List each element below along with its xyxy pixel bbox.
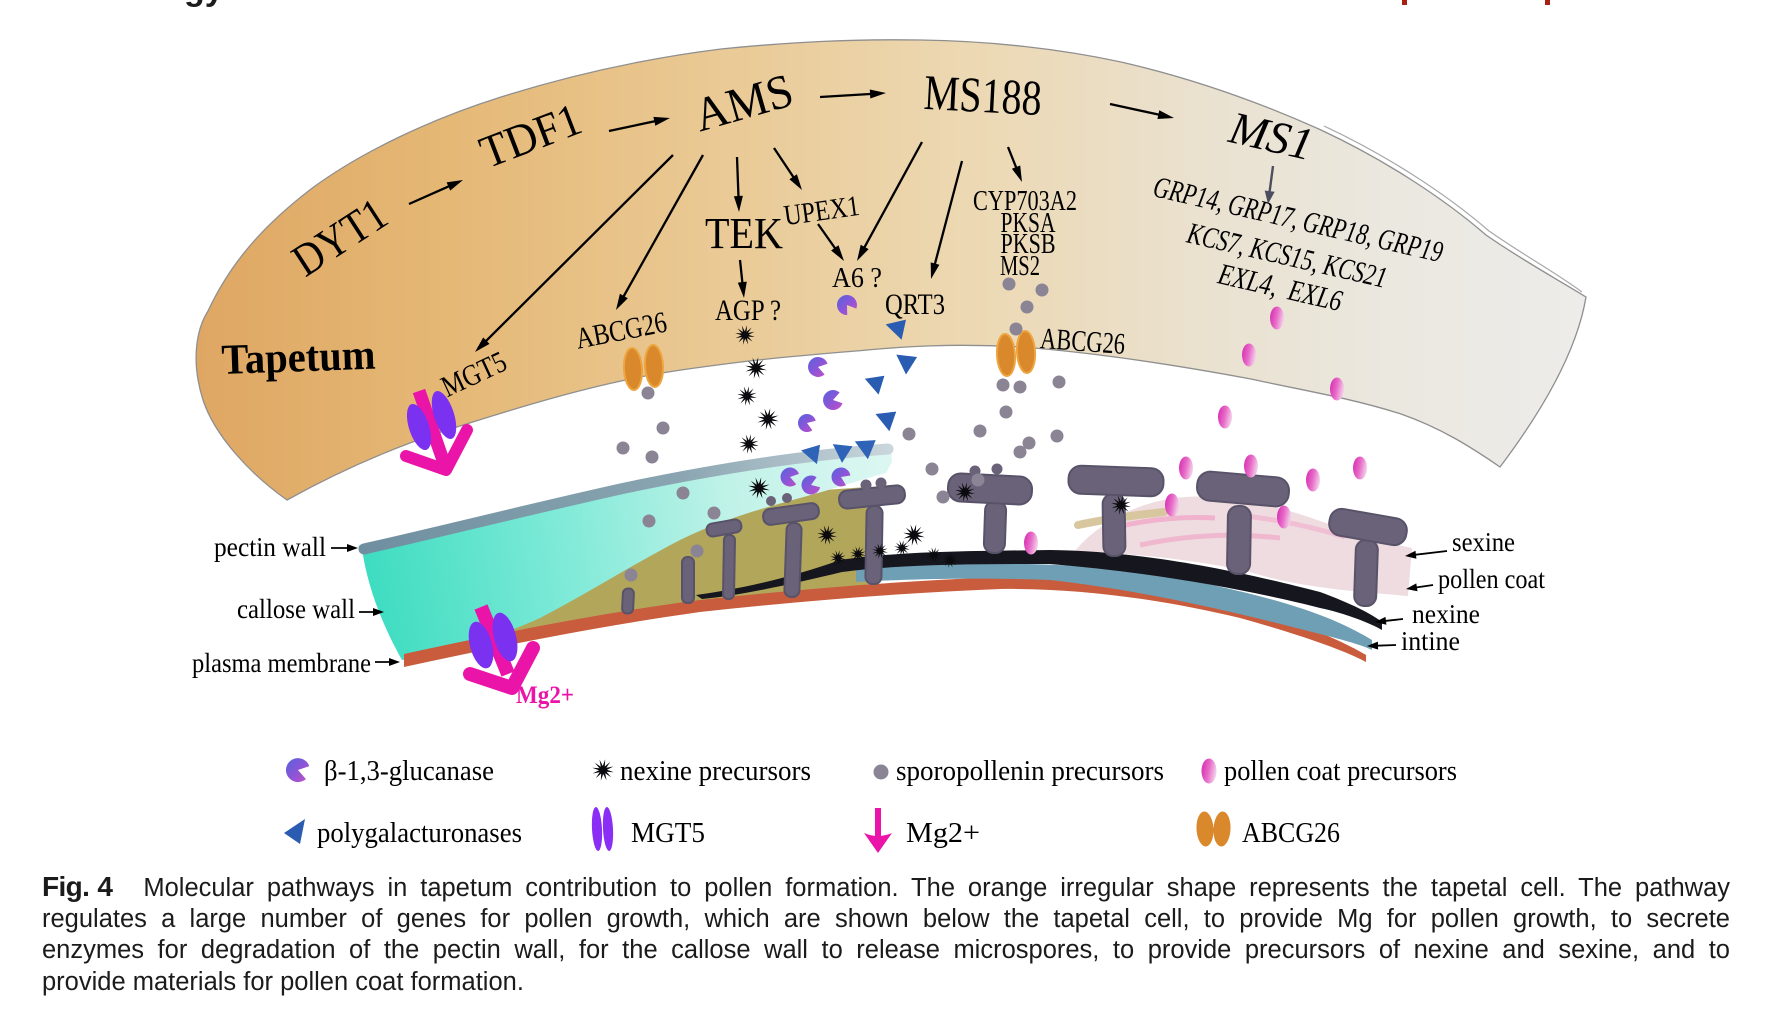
svg-text:TEK: TEK <box>705 209 783 258</box>
svg-text:AGP ?: AGP ? <box>715 294 781 327</box>
svg-text:Mg2+: Mg2+ <box>906 818 980 849</box>
svg-text:CYP703A2: CYP703A2 <box>973 185 1077 217</box>
svg-text:intine: intine <box>1401 626 1460 656</box>
svg-text:β-1,3-glucanase: β-1,3-glucanase <box>324 756 494 787</box>
svg-text:PKSA: PKSA <box>1001 207 1056 239</box>
svg-text:pollen coat: pollen coat <box>1438 564 1545 594</box>
svg-text:callose wall: callose wall <box>237 594 355 624</box>
svg-text:Mg2+: Mg2+ <box>516 682 574 709</box>
svg-text:A6 ?: A6 ? <box>832 262 882 294</box>
svg-text:ABCG26: ABCG26 <box>1039 322 1126 361</box>
svg-text:plasma membrane: plasma membrane <box>192 648 371 678</box>
svg-text:PKSB: PKSB <box>1001 228 1056 260</box>
svg-text:MS188: MS188 <box>923 64 1044 126</box>
svg-text:ABCG26: ABCG26 <box>1242 818 1340 849</box>
svg-text:sexine: sexine <box>1452 527 1515 557</box>
svg-text:QRT3: QRT3 <box>885 288 945 321</box>
svg-text:Tapetum: Tapetum <box>221 332 377 384</box>
svg-text:nexine precursors: nexine precursors <box>620 756 811 787</box>
svg-text:sporopollenin precursors: sporopollenin precursors <box>896 756 1164 787</box>
svg-text:pectin wall: pectin wall <box>214 532 326 562</box>
svg-text:MGT5: MGT5 <box>631 818 705 849</box>
svg-text:nexine: nexine <box>1412 599 1480 629</box>
svg-text:MS2: MS2 <box>1000 250 1040 282</box>
svg-text:polygalacturonases: polygalacturonases <box>317 818 522 849</box>
svg-text:pollen coat precursors: pollen coat precursors <box>1224 756 1457 787</box>
